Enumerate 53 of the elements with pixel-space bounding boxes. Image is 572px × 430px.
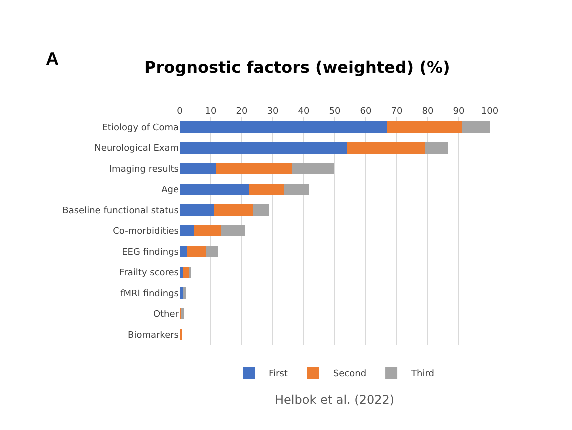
x-tick-label: 70 [391, 107, 403, 118]
bar [183, 287, 186, 299]
bar [462, 122, 490, 134]
bar [424, 142, 448, 154]
bar [180, 122, 388, 134]
bar [194, 225, 222, 237]
bar [249, 184, 284, 196]
bar [180, 266, 183, 278]
bar [206, 246, 218, 258]
chart-subtitle: A [46, 49, 59, 69]
x-tick-label: 90 [453, 107, 465, 118]
legend-label: First [269, 370, 288, 380]
x-tick-label: 100 [481, 107, 499, 118]
bar [180, 287, 184, 299]
y-tick-label: Etiology of Coma [102, 124, 179, 134]
legend-label: Second [333, 370, 367, 380]
bar [347, 142, 425, 154]
bar [222, 225, 246, 237]
bar [284, 184, 309, 196]
y-tick-label: Frailty scores [120, 268, 180, 279]
bar [187, 246, 206, 258]
y-tick-label: EEG findings [122, 248, 180, 258]
bar [182, 308, 185, 320]
bar [180, 246, 188, 258]
text: Helbok et al. (2022) [275, 393, 395, 407]
bar [214, 204, 254, 216]
x-tick-label: 60 [360, 107, 372, 118]
bar [216, 163, 292, 175]
y-tick-label: Neurological Exam [94, 144, 179, 154]
x-tick-label: 20 [236, 107, 248, 118]
x-tick-label: 50 [329, 107, 341, 118]
bar [292, 163, 334, 175]
y-tick-label: fMRI findings [120, 289, 180, 300]
x-tick-label: 40 [298, 107, 310, 118]
x-tick-label: 0 [177, 107, 184, 118]
bar [180, 184, 250, 196]
bar [253, 204, 270, 216]
y-tick-label: Co-morbidities [113, 227, 180, 238]
y-tick-label: Other [153, 310, 180, 320]
bar [180, 225, 195, 237]
x-tick-label: 10 [205, 107, 217, 118]
y-tick-label: Baseline functional status [62, 206, 180, 216]
x-tick-label: 30 [267, 107, 279, 118]
bar [180, 204, 214, 216]
bar [180, 142, 348, 154]
y-tick-label: Imaging results [109, 164, 180, 175]
x-tick-label: 80 [422, 107, 434, 118]
bar [388, 122, 462, 134]
chart-title: Prognostic factors (weighted) (%) [144, 58, 450, 78]
y-tick-label: Age [162, 186, 180, 196]
legend-label: Third [410, 370, 435, 380]
bar [180, 163, 216, 175]
y-tick-label: Biomarkers [128, 330, 180, 341]
